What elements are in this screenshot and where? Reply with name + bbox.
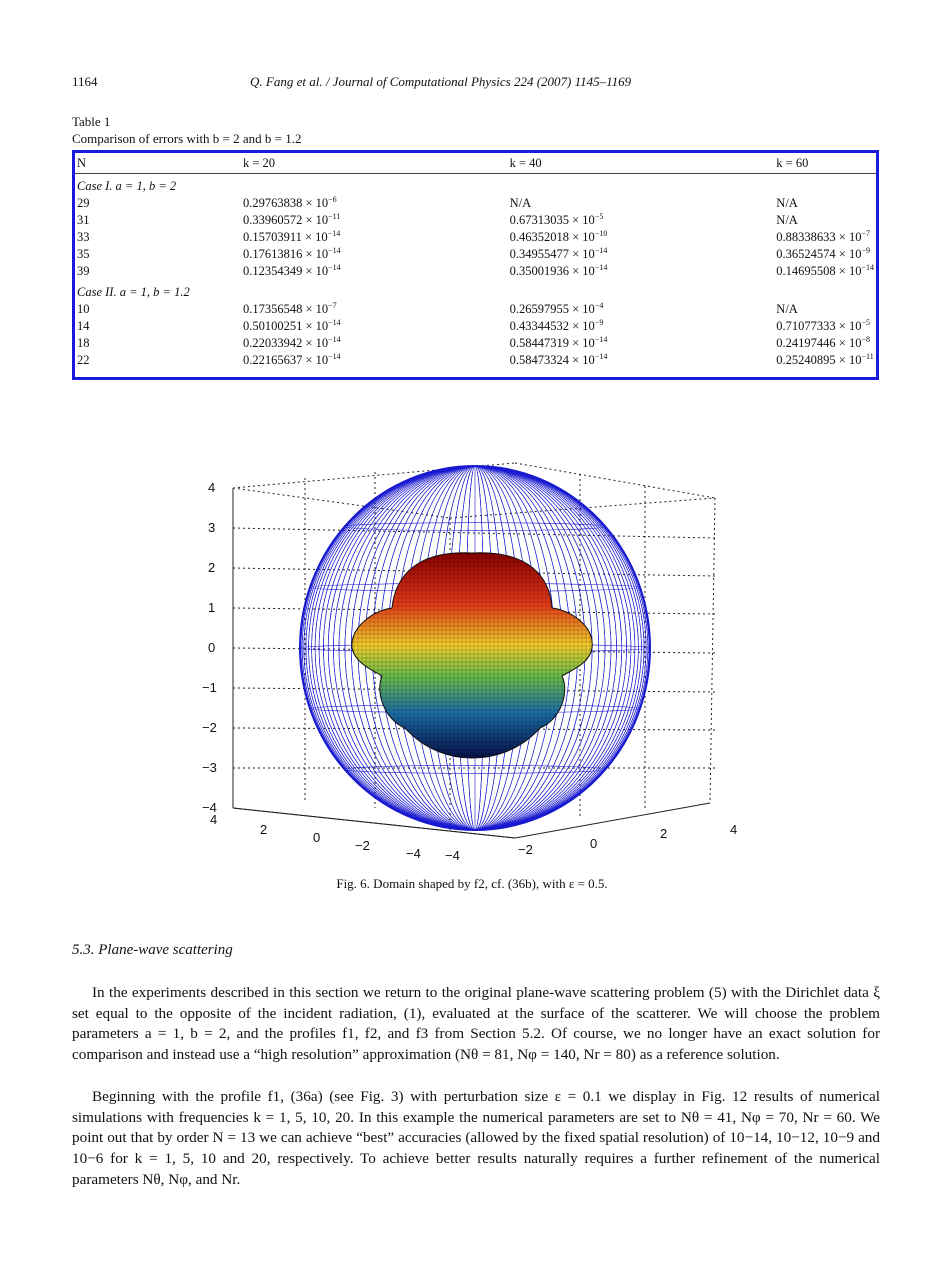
- svg-text:2: 2: [260, 822, 267, 837]
- error-cell: 0.34955477 × 10−14: [509, 246, 608, 262]
- row-n-cell: 29: [77, 196, 90, 210]
- y-axis-ticks: −4 −2 0 2 4: [445, 822, 737, 863]
- case-label: Case I. a = 1, b = 2: [77, 179, 177, 193]
- row-n-cell: 10: [77, 302, 90, 316]
- paragraph: In the experiments described in this sec…: [72, 984, 880, 1064]
- error-cell: 0.12354349 × 10−14: [242, 263, 341, 279]
- column-header: k = 40: [507, 153, 775, 174]
- error-cell: N/A: [776, 196, 798, 211]
- error-cell: N/A: [776, 213, 798, 228]
- error-cell: 0.36524574 × 10−9: [776, 246, 870, 262]
- table-row: 29 0.29763838 × 10−6 N/A N/A: [75, 195, 876, 212]
- error-cell: 0.22165637 × 10−14: [242, 352, 341, 368]
- column-header: N: [75, 153, 241, 174]
- error-cell: 0.33960572 × 10−11: [242, 212, 341, 228]
- row-n-cell: 22: [77, 353, 90, 367]
- column-header: k = 20: [240, 153, 508, 174]
- error-cell: 0.15703911 × 10−14: [242, 229, 341, 245]
- figure-3d-plot: 4 3 2 1 0 −1 −2 −3 −4 4 2 0 −2 −4 −4 −2 …: [200, 458, 745, 868]
- table-row: 14 0.50100251 × 10−14 0.43344532 × 10−9 0.7…: [75, 318, 876, 335]
- svg-text:−2: −2: [202, 720, 217, 735]
- figure-caption: Fig. 6. Domain shaped by f2, cf. (36b), …: [336, 876, 608, 891]
- error-cell: 0.88338633 × 10−7: [776, 229, 870, 245]
- error-cell: 0.29763838 × 10−6: [242, 195, 337, 211]
- error-cell: 0.26597955 × 10−4: [509, 301, 604, 317]
- svg-text:2: 2: [660, 826, 667, 841]
- error-cell: 0.17613816 × 10−14: [242, 246, 341, 262]
- svg-text:0: 0: [208, 640, 215, 655]
- case-label: Case II. a = 1, b = 1.2: [77, 285, 190, 299]
- table-row: 18 0.22033942 × 10−14 0.58447319 × 10−14 0.…: [75, 335, 876, 352]
- table-row: 33 0.15703911 × 10−14 0.46352018 × 10−10 0.…: [75, 229, 876, 246]
- row-n-cell: 14: [77, 319, 90, 333]
- table-row: 10 0.17356548 × 10−7 0.26597955 × 10−4 N/A: [75, 301, 876, 318]
- svg-text:1: 1: [208, 600, 215, 615]
- svg-text:−3: −3: [202, 760, 217, 775]
- error-cell: 0.25240895 × 10−11: [776, 352, 874, 368]
- row-n-cell: 33: [77, 230, 90, 244]
- row-n-cell: 39: [77, 264, 90, 278]
- row-n-cell: 35: [77, 247, 90, 261]
- error-table-grid: N k = 20 k = 40 k = 60 Case I. a = 1, b …: [75, 153, 876, 369]
- error-cell: 0.50100251 × 10−14: [242, 318, 341, 334]
- svg-text:3: 3: [208, 520, 215, 535]
- svg-text:0: 0: [590, 836, 597, 851]
- svg-text:4: 4: [730, 822, 737, 837]
- x-axis-ticks: 4 2 0 −2 −4: [210, 812, 421, 861]
- table-header-row: N k = 20 k = 40 k = 60: [75, 153, 876, 174]
- error-cell: 0.58473324 × 10−14: [509, 352, 608, 368]
- error-cell: 0.24197446 × 10−8: [776, 335, 870, 351]
- error-cell: 0.22033942 × 10−14: [242, 335, 341, 351]
- table-row: 22 0.22165637 × 10−14 0.58473324 × 10−14 0.…: [75, 352, 876, 369]
- svg-text:−4: −4: [202, 800, 217, 815]
- error-cell: 0.46352018 × 10−10: [509, 229, 608, 245]
- error-cell: 0.17356548 × 10−7: [242, 301, 337, 317]
- table-label: Table 1: [72, 114, 111, 129]
- svg-text:−4: −4: [406, 846, 421, 861]
- z-axis-ticks: 4 3 2 1 0 −1 −2 −3 −4: [202, 480, 217, 815]
- page-number: 1164: [72, 74, 98, 89]
- column-header: k = 60: [774, 153, 876, 174]
- error-cell: 0.14695508 × 10−14: [776, 263, 874, 279]
- svg-text:0: 0: [313, 830, 320, 845]
- row-n-cell: 31: [77, 213, 90, 227]
- sphere-plot-svg: 4 3 2 1 0 −1 −2 −3 −4 4 2 0 −2 −4 −4 −2 …: [202, 462, 737, 863]
- running-header: Q. Fang et al. / Journal of Computationa…: [250, 74, 632, 89]
- svg-text:4: 4: [208, 480, 215, 495]
- error-cell: 0.71077333 × 10−5: [776, 318, 870, 334]
- error-cell: N/A: [509, 196, 532, 211]
- error-cell: 0.67313035 × 10−5: [509, 212, 604, 228]
- svg-text:−2: −2: [355, 838, 370, 853]
- error-cell: N/A: [776, 302, 798, 317]
- svg-text:4: 4: [210, 812, 217, 827]
- table-caption: Comparison of errors with b = 2 and b = …: [72, 131, 302, 146]
- table-row: 35 0.17613816 × 10−14 0.34955477 × 10−14 0.…: [75, 246, 876, 263]
- svg-text:−1: −1: [202, 680, 217, 695]
- error-table: N k = 20 k = 40 k = 60 Case I. a = 1, b …: [72, 150, 879, 380]
- svg-text:2: 2: [208, 560, 215, 575]
- paragraph: Beginning with the profile f1, (36a) (se…: [72, 1088, 880, 1188]
- error-cell: 0.35001936 × 10−14: [509, 263, 608, 279]
- error-cell: 0.58447319 × 10−14: [509, 335, 608, 351]
- svg-text:−2: −2: [518, 842, 533, 857]
- table-row: 31 0.33960572 × 10−11 0.67313035 × 10−5 N/A: [75, 212, 876, 229]
- section-title: 5.3. Plane-wave scattering: [72, 942, 233, 958]
- table-caption-block: Table 1 Comparison of errors with b = 2 …: [72, 113, 302, 147]
- table-row: 39 0.12354349 × 10−14 0.35001936 × 10−14 0.…: [75, 263, 876, 280]
- svg-text:−4: −4: [445, 848, 460, 863]
- error-cell: 0.43344532 × 10−9: [509, 318, 604, 334]
- row-n-cell: 18: [77, 336, 90, 350]
